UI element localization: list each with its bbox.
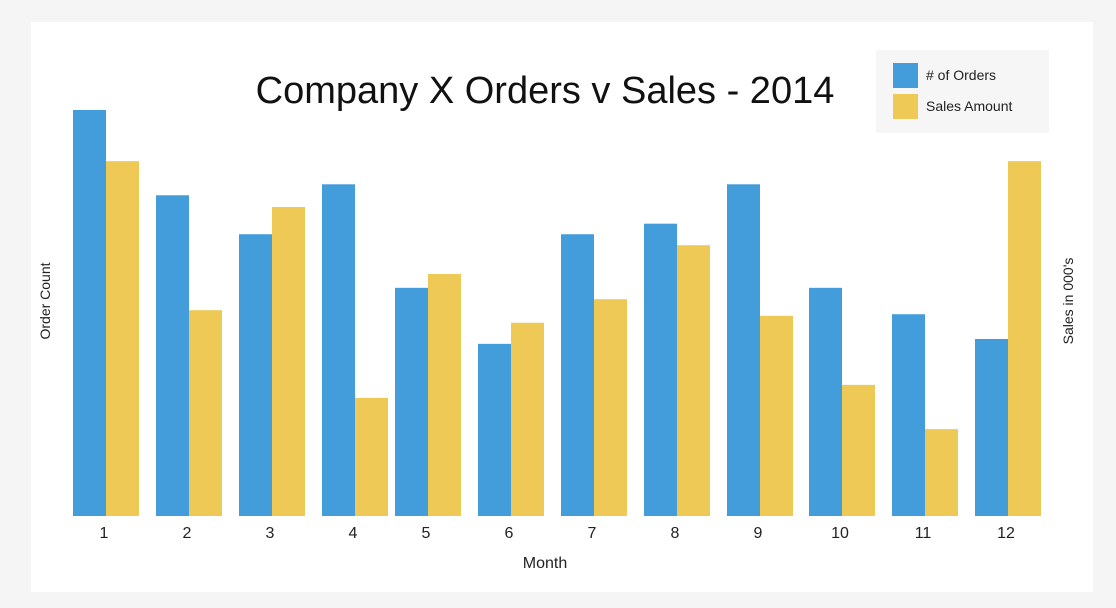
x-tick-labels: 1 2 3 4 5 6 7 8 9 10 11 12: [100, 525, 1015, 542]
x-tick-label-10: 10: [831, 525, 849, 542]
orders-bar-11: [892, 314, 925, 516]
x-tick-label-1: 1: [100, 525, 109, 542]
legend-item-orders: # of Orders: [893, 62, 996, 88]
x-tick-label-2: 2: [183, 525, 192, 542]
legend-label-orders: # of Orders: [926, 67, 997, 83]
x-tick-label-11: 11: [915, 525, 932, 542]
y-axis-label-left: Order Count: [37, 262, 53, 339]
sales-bar-11: [925, 429, 958, 516]
legend: # of Orders Sales Amount: [876, 50, 1049, 133]
x-tick-label-5: 5: [422, 525, 431, 542]
bars-group: [73, 110, 1041, 516]
sales-bar-3: [272, 207, 305, 516]
x-tick-label-6: 6: [505, 525, 514, 542]
legend-label-sales: Sales Amount: [926, 98, 1013, 114]
sales-bar-9: [760, 315, 793, 516]
sales-bar-8: [677, 245, 710, 516]
y-axis-label-right: Sales in 000's: [1060, 258, 1076, 345]
x-tick-label-7: 7: [588, 525, 597, 542]
sales-bar-12: [1008, 161, 1041, 516]
sales-bar-2: [189, 310, 222, 516]
chart-title: Company X Orders v Sales - 2014: [256, 70, 835, 112]
orders-bar-1: [73, 110, 106, 516]
orders-bar-10: [809, 287, 842, 516]
x-tick-label-9: 9: [754, 525, 763, 542]
orders-bar-12: [975, 338, 1008, 516]
sales-bar-4: [355, 397, 388, 516]
x-tick-label-4: 4: [349, 525, 358, 542]
legend-item-sales: Sales Amount: [893, 93, 1012, 119]
legend-swatch-sales: [893, 93, 918, 119]
sales-bar-10: [842, 384, 875, 516]
legend-swatch-orders: [893, 62, 918, 88]
orders-bar-2: [156, 195, 189, 516]
orders-bar-8: [644, 223, 677, 516]
x-tick-label-12: 12: [997, 525, 1015, 542]
orders-bar-6: [478, 343, 511, 516]
sales-bar-7: [594, 299, 627, 516]
sales-bar-1: [106, 161, 139, 516]
x-axis-label: Month: [523, 555, 567, 572]
orders-bar-4: [322, 184, 355, 516]
x-tick-label-3: 3: [266, 525, 275, 542]
x-tick-label-8: 8: [671, 525, 680, 542]
orders-bar-9: [727, 184, 760, 516]
sales-bar-6: [511, 322, 544, 516]
orders-bar-5: [395, 287, 428, 516]
orders-bar-7: [561, 234, 594, 516]
orders-bar-3: [239, 234, 272, 516]
sales-bar-5: [428, 274, 461, 516]
